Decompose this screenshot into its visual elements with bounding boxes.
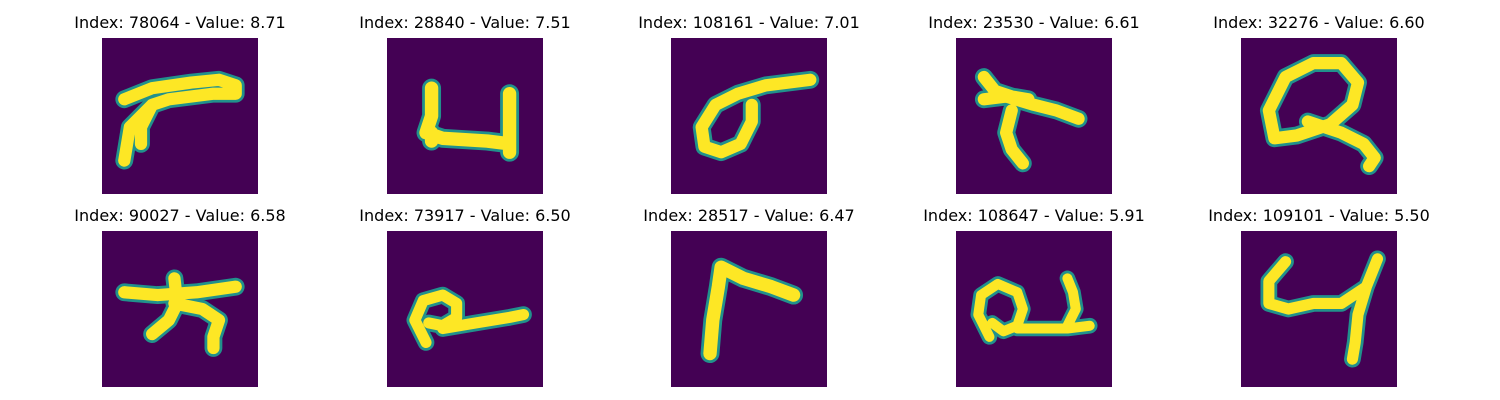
panel-title: Index: 28517 - Value: 6.47 bbox=[643, 206, 855, 225]
panel-title: Index: 32276 - Value: 6.60 bbox=[1213, 13, 1425, 32]
glyph-image bbox=[1241, 231, 1397, 387]
grid-panel-6: Index: 90027 - Value: 6.58 bbox=[38, 205, 322, 395]
glyph-image bbox=[387, 231, 543, 387]
panel-title: Index: 108647 - Value: 5.91 bbox=[923, 206, 1145, 225]
grid-panel-7: Index: 73917 - Value: 6.50 bbox=[323, 205, 607, 395]
glyph-image bbox=[671, 38, 827, 194]
grid-panel-5: Index: 32276 - Value: 6.60 bbox=[1177, 12, 1461, 202]
glyph-image bbox=[387, 38, 543, 194]
panel-title: Index: 90027 - Value: 6.58 bbox=[74, 206, 286, 225]
glyph-image bbox=[671, 231, 827, 387]
glyph-image bbox=[1241, 38, 1397, 194]
panel-title: Index: 23530 - Value: 6.61 bbox=[928, 13, 1140, 32]
grid-panel-9: Index: 108647 - Value: 5.91 bbox=[892, 205, 1176, 395]
grid-panel-4: Index: 23530 - Value: 6.61 bbox=[892, 12, 1176, 202]
panel-title: Index: 28840 - Value: 7.51 bbox=[359, 13, 571, 32]
glyph-image bbox=[102, 38, 258, 194]
glyph-image bbox=[956, 38, 1112, 194]
glyph-image bbox=[102, 231, 258, 387]
panel-title: Index: 109101 - Value: 5.50 bbox=[1208, 206, 1430, 225]
panel-title: Index: 78064 - Value: 8.71 bbox=[74, 13, 286, 32]
panel-title: Index: 108161 - Value: 7.01 bbox=[638, 13, 860, 32]
glyph-image bbox=[956, 231, 1112, 387]
grid-panel-1: Index: 78064 - Value: 8.71 bbox=[38, 12, 322, 202]
grid-panel-2: Index: 28840 - Value: 7.51 bbox=[323, 12, 607, 202]
panel-title: Index: 73917 - Value: 6.50 bbox=[359, 206, 571, 225]
grid-panel-3: Index: 108161 - Value: 7.01 bbox=[607, 12, 891, 202]
grid-panel-10: Index: 109101 - Value: 5.50 bbox=[1177, 205, 1461, 395]
grid-panel-8: Index: 28517 - Value: 6.47 bbox=[607, 205, 891, 395]
